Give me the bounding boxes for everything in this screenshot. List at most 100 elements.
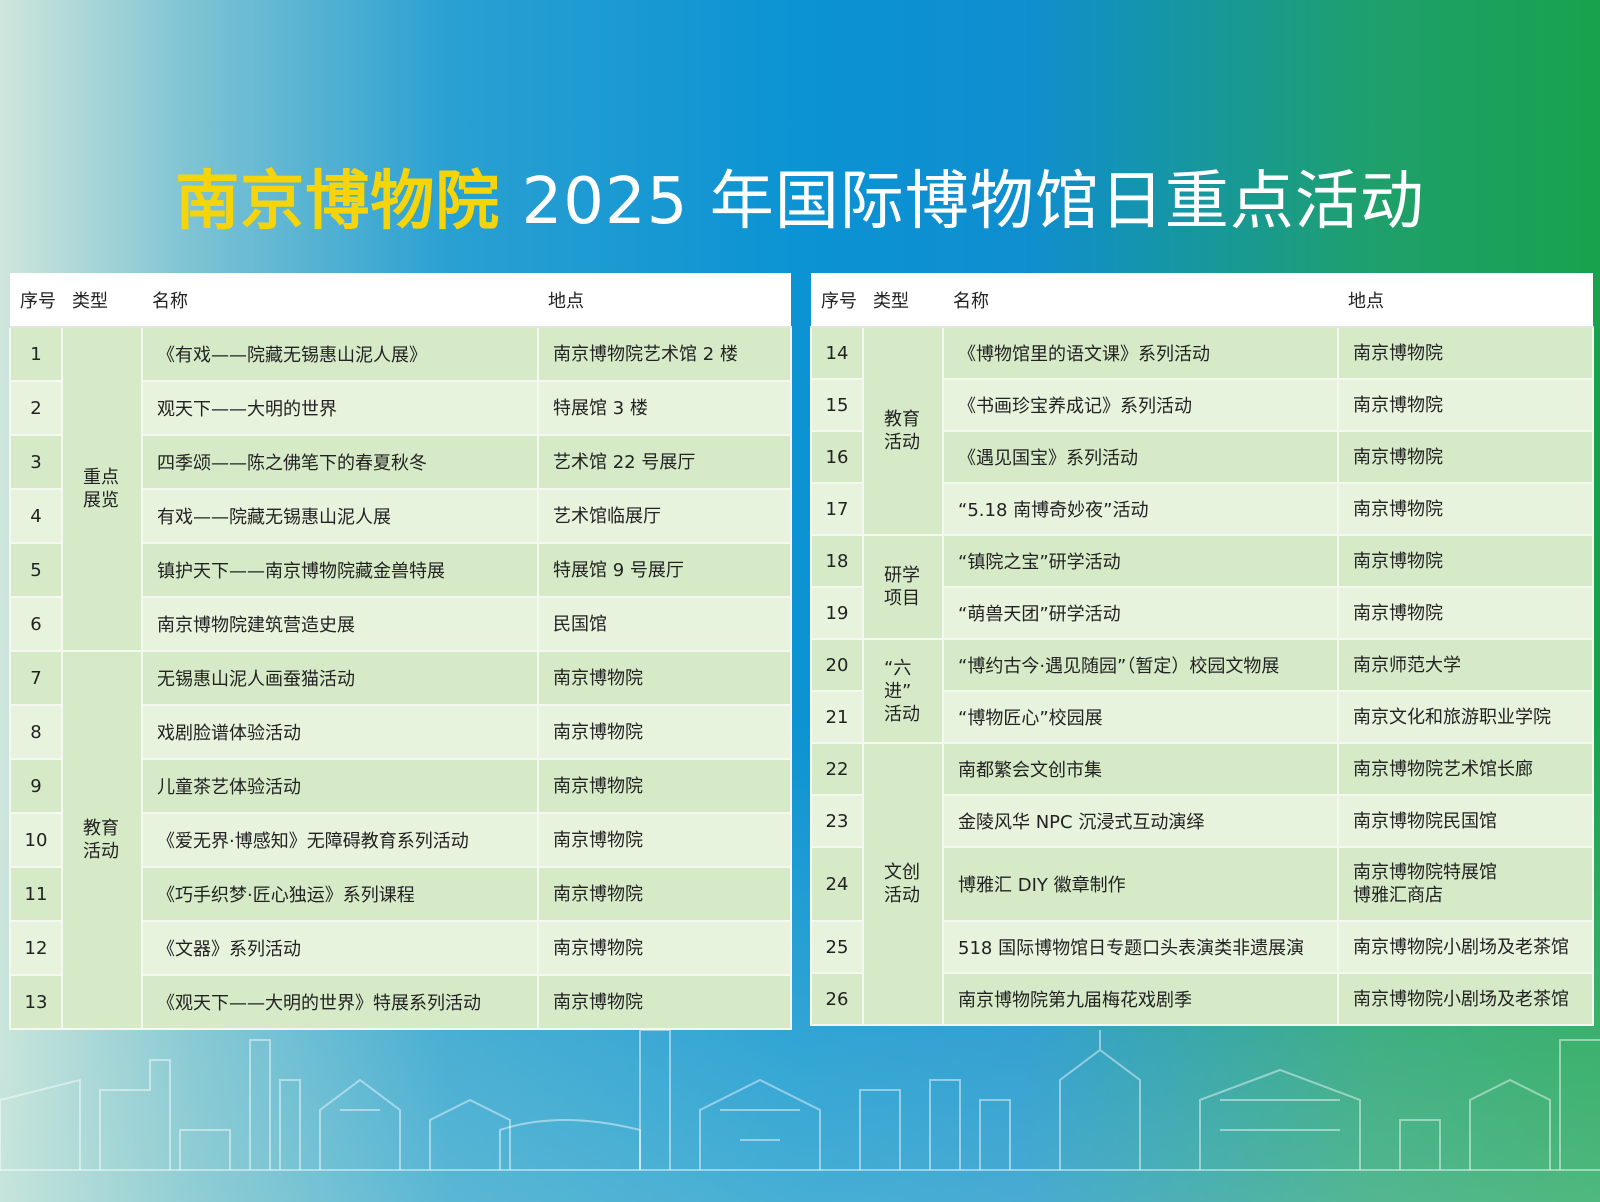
activity-place: 特展馆 3 楼 [537, 380, 792, 436]
activity-place: 南京博物院 [537, 920, 792, 976]
table-row: 22 文创 活动 南都繁会文创市集 南京博物院艺术馆长廊 [810, 742, 1594, 1026]
place-text: 南京博物院 [1353, 342, 1443, 364]
table-row: 7 教育 活动 无锡惠山泥人画蚕猫活动 南京博物院 [9, 650, 792, 1030]
activity-name: 《爱无界·博感知》无障碍教育系列活动 [141, 812, 539, 868]
activity-place: 南京博物院 [1337, 430, 1594, 484]
row-number: 15 [810, 378, 864, 432]
table-row: 18 研学 项目 “镇院之宝”研学活动 南京博物院 [810, 534, 1594, 640]
table-row: 11 《巧手织梦·匠心独运》系列课程 南京博物院 [9, 866, 792, 922]
row-number: 19 [810, 586, 864, 640]
place-text: 艺术馆临展厅 [553, 505, 661, 527]
table-row: 24 博雅汇 DIY 徽章制作 南京博物院特展馆 博雅汇商店 [810, 846, 1594, 922]
place-text: 南京博物院艺术馆 2 楼 [553, 343, 738, 365]
activity-name: 南京博物院建筑营造史展 [141, 596, 539, 652]
activity-name: 《文器》系列活动 [141, 920, 539, 976]
row-number: 6 [9, 596, 63, 652]
table-row: 16 《遇见国宝》系列活动 南京博物院 [810, 430, 1594, 484]
place-text: 特展馆 3 楼 [553, 397, 648, 419]
place-text: 南京博物院 [1353, 498, 1443, 520]
row-number: 8 [9, 704, 63, 760]
activity-name: “萌兽天团”研学活动 [942, 586, 1339, 640]
row-number: 2 [9, 380, 63, 436]
table-row: 14 教育 活动 《博物馆里的语文课》系列活动 南京博物院 [810, 326, 1594, 536]
row-number: 5 [9, 542, 63, 598]
place-text: 南京博物院艺术馆长廊 [1353, 758, 1533, 780]
row-number: 13 [9, 974, 63, 1030]
header-type: 类型 [863, 273, 943, 328]
table-row: 5 镇护天下——南京博物院藏金兽特展 特展馆 9 号展厅 [9, 542, 792, 598]
row-number: 10 [9, 812, 63, 868]
activity-place: 南京博物院小剧场及老茶馆 [1337, 972, 1594, 1026]
activity-place: 南京博物院艺术馆长廊 [1337, 742, 1594, 796]
type-label: 教育 活动 [884, 409, 920, 453]
activity-name: 戏剧脸谱体验活动 [141, 704, 539, 760]
activity-place: 南京博物院 [537, 650, 792, 706]
place-text: 南京博物院 [1353, 446, 1443, 468]
row-number: 12 [9, 920, 63, 976]
activity-place: 南京博物院 [537, 704, 792, 760]
type-label: 研学 项目 [884, 565, 920, 609]
table-row: 13 《观天下——大明的世界》特展系列活动 南京博物院 [9, 974, 792, 1030]
place-text: 南京博物院 [553, 721, 643, 743]
activity-place: 南京博物院小剧场及老茶馆 [1337, 920, 1594, 974]
activity-place: 南京博物院 [537, 974, 792, 1030]
activity-place: 南京博物院 [1337, 378, 1594, 432]
row-number: 7 [9, 650, 63, 706]
header-no: 序号 [811, 273, 863, 328]
row-number: 14 [810, 326, 864, 380]
activity-name: 《遇见国宝》系列活动 [942, 430, 1339, 484]
activity-name: “博约古今·遇见随园”（暂定）校园文物展 [942, 638, 1339, 692]
type-label: “六进” 活动 [884, 657, 920, 725]
table-row: 25 518 国际博物馆日专题口头表演类非遗展演 南京博物院小剧场及老茶馆 [810, 920, 1594, 974]
place-text: 南京博物院民国馆 [1353, 810, 1497, 832]
row-number: 3 [9, 434, 63, 490]
activity-name: 《博物馆里的语文课》系列活动 [942, 326, 1339, 380]
activity-place: 南京博物院 [1337, 482, 1594, 536]
table-row: 23 金陵风华 NPC 沉浸式互动演绎 南京博物院民国馆 [810, 794, 1594, 848]
row-number: 25 [810, 920, 864, 974]
activity-name: 《观天下——大明的世界》特展系列活动 [141, 974, 539, 1030]
row-type: 教育 活动 [862, 326, 944, 536]
activity-name: “镇院之宝”研学活动 [942, 534, 1339, 588]
activity-name: 四季颂——陈之佛笔下的春夏秋冬 [141, 434, 539, 490]
activity-name: 南京博物院第九届梅花戏剧季 [942, 972, 1339, 1026]
place-text: 南京博物院小剧场及老茶馆 [1353, 936, 1569, 958]
place-text: 特展馆 9 号展厅 [553, 559, 684, 581]
activity-name: 观天下——大明的世界 [141, 380, 539, 436]
activity-name: 博雅汇 DIY 徽章制作 [942, 846, 1339, 922]
place-text: 南京博物院 [553, 775, 643, 797]
activity-place: 艺术馆 22 号展厅 [537, 434, 792, 490]
activity-place: 南京文化和旅游职业学院 [1337, 690, 1594, 744]
row-number: 4 [9, 488, 63, 544]
header-place: 地点 [1338, 273, 1593, 328]
place-text: 南京文化和旅游职业学院 [1353, 706, 1551, 728]
place-text: 南京博物院 [553, 829, 643, 851]
row-number: 24 [810, 846, 864, 922]
place-text: 艺术馆 22 号展厅 [553, 451, 696, 473]
place-text: 南京博物院 [1353, 550, 1443, 572]
right-schedule-table: 序号 类型 名称 地点 14 教育 活动 《博物馆里的语文课》系列活动 南京博物院 15… [810, 273, 1594, 1026]
table-row: 12 《文器》系列活动 南京博物院 [9, 920, 792, 976]
table-row: 1 重点 展览 《有戏——院藏无锡惠山泥人展》 南京博物院艺术馆 2 楼 [9, 326, 792, 652]
place-text: 民国馆 [553, 613, 607, 635]
row-type: “六进” 活动 [862, 638, 944, 744]
row-number: 9 [9, 758, 63, 814]
activity-name: 《有戏——院藏无锡惠山泥人展》 [141, 326, 539, 382]
activity-place: 南京博物院 [1337, 534, 1594, 588]
place-text: 南京博物院特展馆 博雅汇商店 [1353, 862, 1497, 906]
activity-place: 南京博物院 [1337, 586, 1594, 640]
activity-name: “5.18 南博奇妙夜”活动 [942, 482, 1339, 536]
activity-name: 镇护天下——南京博物院藏金兽特展 [141, 542, 539, 598]
table-row: 20 “六进” 活动 “博约古今·遇见随园”（暂定）校园文物展 南京师范大学 [810, 638, 1594, 744]
activity-place: 南京师范大学 [1337, 638, 1594, 692]
activity-name: 《巧手织梦·匠心独运》系列课程 [141, 866, 539, 922]
row-number: 11 [9, 866, 63, 922]
activity-name: “博物匠心”校园展 [942, 690, 1339, 744]
activity-name: 南都繁会文创市集 [942, 742, 1339, 796]
activity-place: 南京博物院 [537, 866, 792, 922]
activity-name: 518 国际博物馆日专题口头表演类非遗展演 [942, 920, 1339, 974]
row-number: 26 [810, 972, 864, 1026]
place-text: 南京博物院 [553, 667, 643, 689]
row-type: 研学 项目 [862, 534, 944, 640]
table-row: 26 南京博物院第九届梅花戏剧季 南京博物院小剧场及老茶馆 [810, 972, 1594, 1026]
